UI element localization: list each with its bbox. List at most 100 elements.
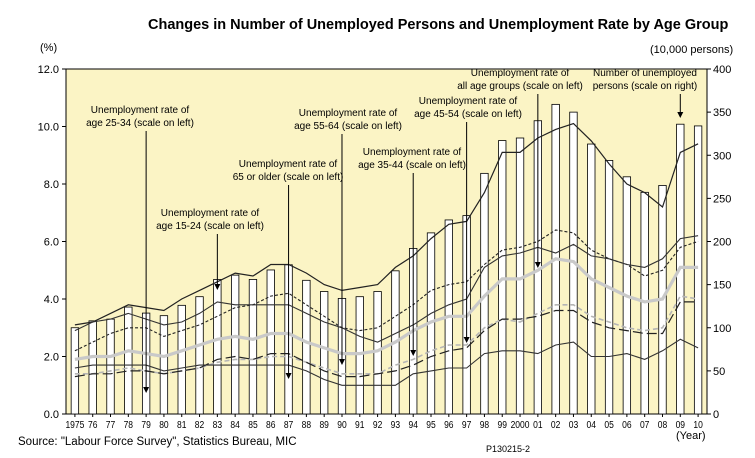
- annotation-age-25-34: age 25-34 (scale on left): [86, 118, 194, 129]
- bar-unemployed-83: [213, 279, 222, 415]
- annotation-arrowhead-age-55-64: [338, 359, 345, 365]
- x-tick-label: 80: [159, 419, 168, 430]
- right-tick-label: 250: [713, 193, 731, 205]
- annotation-unemployed-persons: persons (scale on right): [593, 81, 698, 92]
- bar-unemployed-10: [693, 125, 703, 415]
- x-tick-label: 09: [676, 419, 685, 430]
- bar-unemployed-89: [320, 291, 329, 415]
- figure-code: P130215-2: [486, 444, 531, 454]
- x-tick-label: 88: [302, 419, 311, 430]
- annotation-arrowhead-age-45-54: [463, 337, 470, 343]
- x-tick-label: 1975: [65, 419, 84, 430]
- x-tick-label: 04: [587, 419, 596, 430]
- line-age-65-older: [74, 338, 699, 386]
- left-tick-label: 10.0: [38, 122, 59, 134]
- annotation-all-age-groups: all age groups (scale on left): [457, 81, 583, 92]
- left-tick-label: 6.0: [44, 237, 59, 249]
- x-tick-label: 01: [533, 419, 542, 430]
- x-tick-label: 90: [337, 419, 346, 430]
- annotation-age-45-54: Unemployment rate of: [419, 96, 518, 107]
- x-tick-label: 98: [480, 419, 489, 430]
- left-tick-label: 2.0: [44, 352, 59, 364]
- right-tick-label: 300: [713, 150, 731, 162]
- x-tick-label: 99: [498, 419, 507, 430]
- x-tick-label: 77: [106, 419, 115, 430]
- annotation-age-15-24: Unemployment rate of: [161, 208, 260, 219]
- x-tick-label: 86: [266, 419, 275, 430]
- x-tick-label: 97: [462, 419, 471, 430]
- x-tick-label: 76: [88, 419, 97, 430]
- left-tick-label: 4.0: [44, 294, 59, 306]
- right-axis-unit: (10,000 persons): [650, 44, 734, 56]
- source-note: Source: "Labour Force Survey", Statistic…: [18, 436, 297, 448]
- annotation-arrowhead-age-35-44: [410, 350, 417, 356]
- x-tick-label: 05: [604, 419, 613, 430]
- annotation-age-35-44: Unemployment rate of: [363, 147, 462, 158]
- x-tick-label: 89: [319, 419, 328, 430]
- x-tick-label: 81: [177, 419, 186, 430]
- annotation-arrowhead-all-age-groups: [534, 262, 541, 268]
- bar-unemployed-86: [266, 269, 275, 415]
- bar-unemployed-76: [88, 320, 97, 415]
- x-tick-label: 84: [230, 419, 239, 430]
- x-tick-label: 85: [248, 419, 257, 430]
- bar-unemployed-1975: [70, 327, 80, 415]
- x-tick-label: 10: [693, 419, 702, 430]
- x-tick-label: 02: [551, 419, 560, 430]
- x-tick-label: 79: [141, 419, 150, 430]
- line-age-45-54: [74, 301, 699, 378]
- x-tick-label: 08: [658, 419, 667, 430]
- annotation-unemployed-persons: Number of unemployed: [593, 68, 697, 79]
- annotation-age-45-54: age 45-54 (scale on left): [414, 109, 522, 120]
- annotation-arrowhead-age-25-34: [143, 387, 150, 393]
- bar-unemployed-78: [124, 306, 133, 415]
- x-tick-label: 95: [426, 419, 435, 430]
- bar-unemployed-84: [231, 274, 240, 415]
- x-tick-label: 78: [124, 419, 133, 430]
- annotation-age-65-older: Unemployment rate of: [239, 159, 338, 170]
- annotation-arrowhead-age-15-24: [214, 284, 221, 290]
- line-age-25-34: [74, 229, 699, 352]
- bar-unemployed-77: [106, 318, 115, 415]
- bar-unemployed-85: [248, 279, 258, 415]
- bar-unemployed-99: [498, 140, 507, 415]
- x-tick-label: 92: [373, 419, 382, 430]
- x-tick-label: 06: [622, 419, 631, 430]
- annotation-arrowhead-age-65-older: [285, 373, 292, 379]
- left-axis-unit: (%): [40, 42, 58, 54]
- x-axis-unit: (Year): [676, 430, 706, 442]
- annotation-age-65-older: 65 or older (scale on left): [233, 172, 344, 183]
- left-tick-label: 0.0: [44, 409, 59, 421]
- bar-unemployed-88: [302, 279, 311, 415]
- annotation-all-age-groups: Unemployment rate of: [471, 68, 570, 79]
- chart-title: Changes in Number of Unemployed Persons …: [148, 17, 729, 33]
- annotation-arrowhead-unemployed-persons: [677, 112, 684, 118]
- line-age-15-24: [74, 122, 699, 326]
- x-tick-label: 91: [355, 419, 364, 430]
- line-all-age-groups: [74, 257, 699, 361]
- right-tick-label: 400: [713, 64, 731, 76]
- annotation-age-15-24: age 15-24 (scale on left): [156, 221, 264, 232]
- annotation-age-35-44: age 35-44 (scale on left): [358, 160, 466, 171]
- x-tick-label: 07: [640, 419, 649, 430]
- left-tick-label: 8.0: [44, 179, 59, 191]
- right-tick-label: 100: [713, 323, 731, 335]
- bar-unemployed-91: [355, 296, 364, 415]
- left-tick-label: 12.0: [38, 64, 59, 76]
- x-tick-label: 93: [391, 419, 400, 430]
- line-age-55-64: [74, 235, 699, 343]
- bar-unemployed-80: [159, 315, 169, 415]
- right-tick-label: 0: [713, 409, 719, 421]
- annotation-age-55-64: age 55-64 (scale on left): [294, 121, 402, 132]
- annotation-age-25-34: Unemployment rate of: [91, 105, 190, 116]
- x-tick-label: 03: [569, 419, 578, 430]
- x-tick-label: 82: [195, 419, 204, 430]
- x-tick-label: 96: [444, 419, 453, 430]
- right-tick-label: 200: [713, 237, 731, 249]
- x-tick-label: 83: [213, 419, 222, 430]
- x-tick-label: 2000: [511, 419, 530, 430]
- x-tick-label: 94: [408, 419, 417, 430]
- annotation-age-55-64: Unemployment rate of: [299, 108, 398, 119]
- right-tick-label: 350: [713, 107, 731, 119]
